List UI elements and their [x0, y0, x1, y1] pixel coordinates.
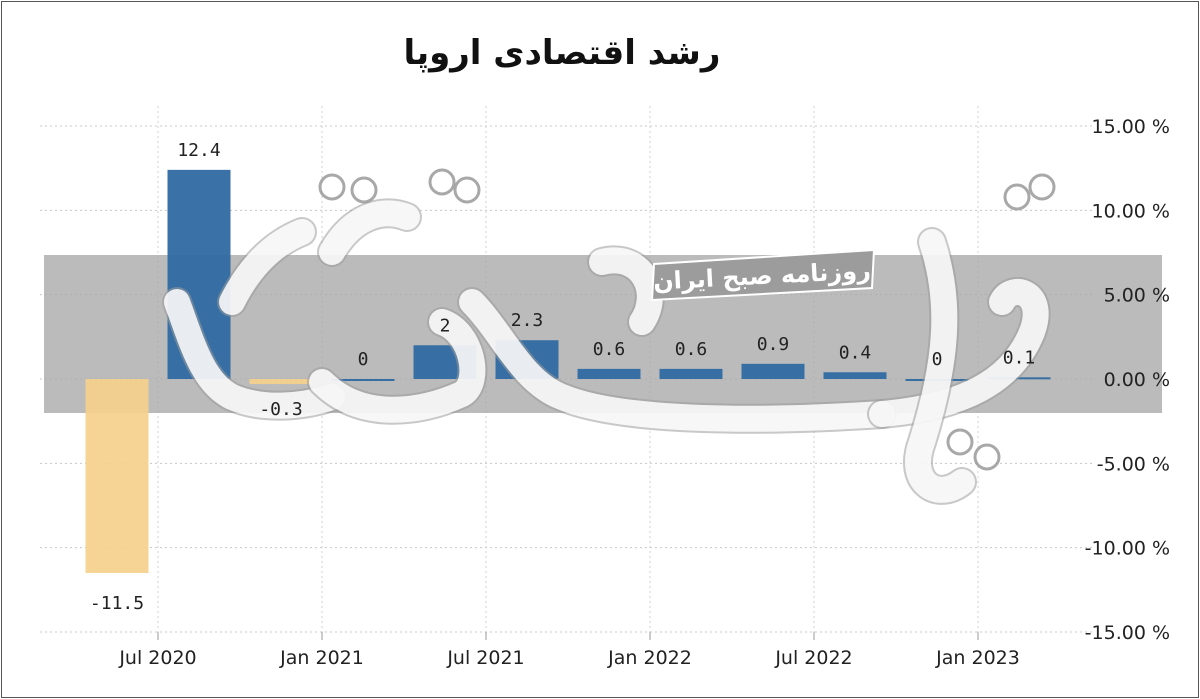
- watermark-stroke: [459, 289, 895, 432]
- watermark-stroke: [309, 309, 486, 423]
- data-label: 2.3: [511, 310, 544, 331]
- bar: [85, 379, 149, 573]
- watermark-dot: [973, 443, 1001, 471]
- x-axis-ticks: Jul 2020 Jan 2021 Jul 2021 Jan 2022 Jul 2022…: [118, 647, 1020, 669]
- watermark-logo: دنیای اقتصادروزنامه صبح ایران: [162, 168, 1056, 505]
- x-tick-label: Jul 2020: [118, 647, 196, 669]
- bar: [577, 368, 641, 379]
- y-tick-label: 5.00 %: [1104, 285, 1170, 307]
- bar: [331, 379, 395, 381]
- bar: [823, 372, 887, 379]
- y-tick-label: 10.00 %: [1092, 200, 1171, 222]
- watermark-dot: [946, 428, 974, 456]
- y-tick-label: 0.00 %: [1104, 369, 1170, 391]
- data-label: 0: [358, 349, 369, 370]
- data-label: 0.6: [593, 339, 626, 360]
- bar: [741, 363, 805, 379]
- y-tick-label: 15.00 %: [1092, 116, 1171, 138]
- data-label: 0: [932, 349, 943, 370]
- data-label: 0.4: [839, 342, 872, 363]
- data-label: -0.3: [259, 399, 302, 420]
- watermark-stroke: [905, 229, 975, 503]
- data-label: 0.1: [1003, 347, 1036, 368]
- watermark-stroke: [319, 200, 420, 265]
- data-label: 12.4: [177, 140, 220, 161]
- data-label: 0.9: [757, 334, 790, 355]
- watermark-badge: [650, 248, 876, 302]
- bar: [249, 379, 313, 385]
- watermark-dot: [1028, 173, 1056, 201]
- watermark-dot: [318, 173, 346, 201]
- x-tick-label: Jan 2021: [279, 647, 364, 669]
- watermark-dot: [453, 176, 481, 204]
- watermark-dot: [428, 168, 456, 196]
- watermark-stroke: [589, 247, 663, 335]
- data-label: 2: [440, 315, 451, 336]
- y-axis-ticks: 15.00 % 10.00 % 5.00 % 0.00 % -5.00 % -10.00 …: [1085, 116, 1170, 644]
- y-tick-label: -5.00 %: [1097, 453, 1170, 475]
- chart-title: رشد اقتصادی اروپا: [404, 33, 721, 73]
- watermark-stroke: [219, 219, 315, 315]
- x-tick-label: Jan 2023: [935, 647, 1020, 669]
- x-tick-label: Jul 2022: [774, 647, 852, 669]
- watermark-stroke: [164, 289, 345, 419]
- data-label: 0.6: [675, 339, 708, 360]
- watermark-dot: [350, 176, 378, 204]
- x-tick-label: Jul 2021: [446, 647, 524, 669]
- data-label: -11.5: [90, 593, 144, 614]
- data-labels: -11.5 12.4 -0.3 0 2 2.3 0.6 0.6 0.9 0.4 0 0.1: [90, 140, 1035, 614]
- watermark-dot: [1003, 183, 1031, 211]
- x-tick-label: Jan 2022: [607, 647, 692, 669]
- y-tick-label: -10.00 %: [1085, 538, 1170, 560]
- bar: [659, 368, 723, 379]
- y-tick-label: -15.00 %: [1085, 622, 1170, 644]
